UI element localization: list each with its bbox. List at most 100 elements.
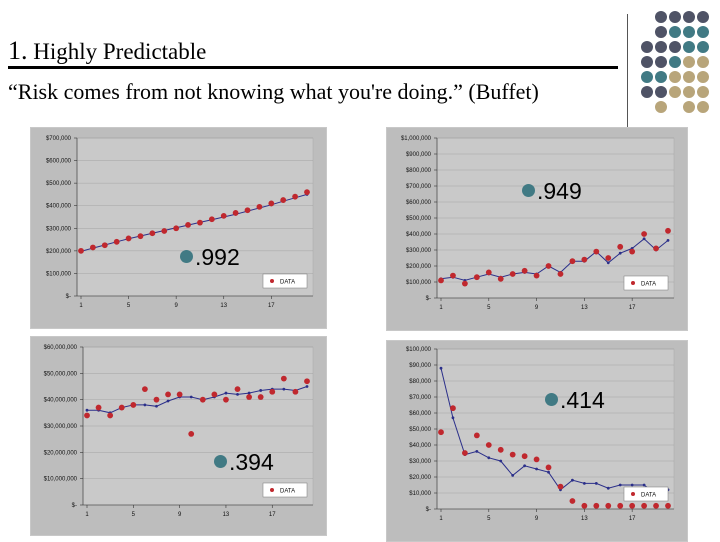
data-point xyxy=(113,238,120,245)
fit-point xyxy=(143,403,147,407)
decorative-dot xyxy=(697,86,709,98)
data-point xyxy=(256,203,263,210)
data-point xyxy=(438,429,444,436)
data-point xyxy=(185,222,191,228)
fit-point xyxy=(166,399,170,403)
data-point xyxy=(605,502,612,509)
decorative-dot xyxy=(697,71,709,83)
correlation-value: .414 xyxy=(560,387,605,413)
x-tick-label: 9 xyxy=(535,516,539,522)
fit-point xyxy=(439,366,443,370)
decorative-dot xyxy=(655,11,667,23)
legend-marker xyxy=(631,492,635,496)
data-point xyxy=(557,483,564,490)
legend-label: DATA xyxy=(641,493,656,499)
y-tick-label: $50,000,000 xyxy=(44,371,78,377)
legend-box xyxy=(623,486,669,502)
decorative-dot xyxy=(641,41,653,53)
decorative-dot xyxy=(669,86,681,98)
decorative-dot xyxy=(669,26,681,38)
y-tick-label: $- xyxy=(426,507,431,513)
data-point xyxy=(125,235,132,242)
decorative-dot xyxy=(669,11,681,23)
y-tick-label: $30,000,000 xyxy=(44,424,78,430)
data-point xyxy=(101,242,108,249)
data-point xyxy=(95,404,102,411)
title-text: Highly Predictable xyxy=(33,39,207,64)
fit-point xyxy=(487,456,491,460)
data-point xyxy=(485,269,492,276)
y-tick-label: $1,000,000 xyxy=(401,136,432,142)
fit-point xyxy=(535,467,538,471)
decorative-dot xyxy=(669,56,681,68)
y-tick-label: $40,000 xyxy=(409,443,431,449)
decorative-dot xyxy=(683,86,695,98)
data-point xyxy=(473,274,480,281)
data-point xyxy=(153,396,160,403)
decorative-dot xyxy=(655,26,667,38)
fit-point xyxy=(499,459,503,463)
x-tick-label: 9 xyxy=(178,512,182,518)
legend-label: DATA xyxy=(280,489,295,495)
x-tick-label: 13 xyxy=(581,305,588,311)
data-point xyxy=(473,432,480,439)
data-point xyxy=(257,394,264,400)
x-tick-label: 17 xyxy=(268,303,275,309)
decorative-dot xyxy=(655,71,667,83)
data-point xyxy=(220,212,227,219)
data-point xyxy=(197,219,203,226)
fit-point xyxy=(571,478,574,482)
y-tick-label: $40,000,000 xyxy=(44,398,78,404)
x-tick-label: 5 xyxy=(487,305,491,311)
x-tick-label: 5 xyxy=(487,516,491,522)
data-point xyxy=(581,256,588,263)
data-point xyxy=(629,248,636,255)
x-tick-label: 1 xyxy=(85,512,89,518)
y-tick-label: $900,000 xyxy=(406,152,432,158)
y-tick-label: $500,000 xyxy=(406,216,432,222)
decorative-dot xyxy=(683,41,695,53)
y-tick-label: $300,000 xyxy=(406,248,432,254)
x-tick-label: 1 xyxy=(439,516,443,522)
data-point xyxy=(641,502,648,509)
decorative-dot xyxy=(697,56,709,68)
data-point xyxy=(485,442,492,448)
decorative-dot xyxy=(697,26,709,38)
chart-svg: $- $100,000 $200,000 $300,000 $400,000 $500,0… xyxy=(401,136,675,311)
y-tick-label: $80,000 xyxy=(409,379,431,385)
data-point xyxy=(438,277,444,284)
data-point xyxy=(533,456,540,463)
data-point xyxy=(593,502,600,509)
x-tick-label: 13 xyxy=(223,512,230,518)
plot-area xyxy=(76,137,314,297)
fit-point xyxy=(523,464,527,468)
y-tick-label: $100,000 xyxy=(46,271,72,277)
y-tick-label: $60,000,000 xyxy=(44,345,78,351)
chart-svg: $- $10,000,000 $20,000,000 $30,000,000 $40,0… xyxy=(44,345,314,518)
fit-point xyxy=(582,482,586,485)
y-tick-label: $700,000 xyxy=(406,184,432,190)
y-tick-label: $10,000 xyxy=(409,491,431,497)
fit-point xyxy=(642,483,646,487)
data-point xyxy=(89,244,96,251)
y-tick-label: $200,000 xyxy=(406,264,432,270)
data-point xyxy=(234,386,241,393)
y-tick-label: $400,000 xyxy=(406,232,432,238)
fit-point xyxy=(189,395,193,399)
data-point xyxy=(581,502,588,509)
fit-point xyxy=(451,416,455,420)
y-tick-label: $30,000 xyxy=(409,459,431,465)
y-tick-label: $20,000,000 xyxy=(44,450,78,456)
correlation-value: .992 xyxy=(195,244,240,270)
data-point xyxy=(161,228,168,234)
data-point xyxy=(244,207,251,214)
data-point xyxy=(617,243,624,250)
y-tick-label: $800,000 xyxy=(406,168,432,174)
fit-point xyxy=(305,385,309,388)
decorative-dot xyxy=(655,56,667,68)
y-tick-label: $700,000 xyxy=(46,136,72,142)
fit-point xyxy=(475,450,479,453)
data-point xyxy=(617,502,624,509)
bullet-dot-icon xyxy=(180,250,193,263)
data-point xyxy=(521,267,528,274)
